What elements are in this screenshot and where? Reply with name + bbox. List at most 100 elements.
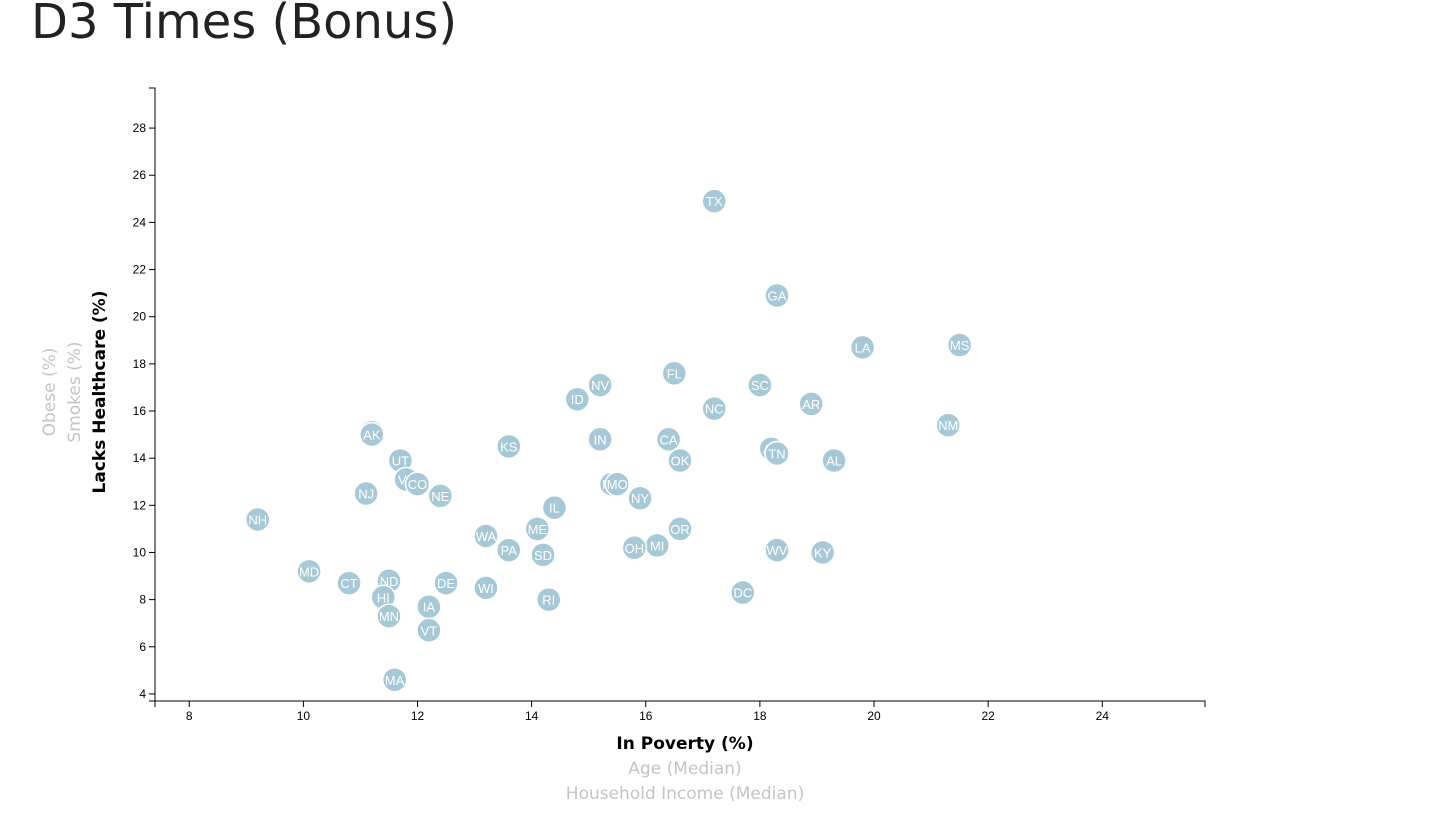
state-circle[interactable] bbox=[244, 506, 271, 533]
state-marker-sd[interactable]: SD bbox=[530, 542, 556, 568]
state-circle[interactable] bbox=[627, 485, 653, 511]
state-marker-ne[interactable]: NE bbox=[427, 483, 454, 509]
state-label: AK bbox=[363, 428, 381, 443]
state-circle[interactable] bbox=[376, 603, 402, 629]
x-axis-title-2[interactable]: Household Income (Median) bbox=[566, 784, 804, 804]
state-label: DE bbox=[437, 576, 455, 591]
state-label: HI bbox=[377, 590, 390, 605]
state-circle[interactable] bbox=[587, 426, 613, 453]
state-marker-ks[interactable]: KS bbox=[496, 433, 522, 460]
state-marker-ms[interactable]: MS bbox=[946, 332, 973, 358]
state-circle[interactable] bbox=[433, 570, 459, 596]
state-circle[interactable] bbox=[730, 579, 756, 606]
state-marker-ri[interactable]: RI bbox=[536, 586, 562, 613]
state-circle[interactable] bbox=[604, 471, 630, 497]
state-circle[interactable] bbox=[849, 334, 876, 361]
state-circle[interactable] bbox=[764, 440, 790, 467]
state-marker-pa[interactable]: PA bbox=[496, 537, 522, 563]
y-axis-title-1[interactable]: Smokes (%) bbox=[65, 341, 85, 442]
state-marker-mn[interactable]: MN bbox=[376, 603, 402, 629]
state-marker-ga[interactable]: GA bbox=[764, 282, 790, 309]
state-marker-al[interactable]: AL bbox=[821, 447, 847, 474]
y-axis-title-2[interactable]: Obese (%) bbox=[40, 348, 60, 437]
state-circle[interactable] bbox=[747, 372, 773, 398]
state-circle[interactable] bbox=[661, 360, 688, 387]
state-circle[interactable] bbox=[416, 617, 442, 644]
state-circle[interactable] bbox=[427, 483, 454, 509]
state-marker-md[interactable]: MD bbox=[296, 558, 322, 585]
state-marker-ct[interactable]: CT bbox=[336, 570, 362, 596]
state-circle[interactable] bbox=[798, 391, 824, 417]
state-circle[interactable] bbox=[473, 575, 499, 601]
state-marker-tn[interactable]: TN bbox=[764, 440, 790, 467]
state-marker-ky[interactable]: KY bbox=[809, 539, 836, 566]
y-axis-title-0[interactable]: Lacks Healthcare (%) bbox=[90, 291, 110, 494]
state-circle[interactable] bbox=[764, 537, 790, 563]
state-marker-ia[interactable]: IA bbox=[416, 593, 442, 620]
x-tick: 8 bbox=[186, 701, 193, 723]
state-marker-co[interactable]: CO bbox=[404, 471, 431, 497]
state-circle[interactable] bbox=[404, 471, 431, 497]
state-marker-ut[interactable]: UT bbox=[387, 447, 414, 474]
state-marker-nj[interactable]: NJ bbox=[353, 480, 379, 507]
state-marker-in[interactable]: IN bbox=[587, 426, 613, 453]
state-marker-id[interactable]: ID bbox=[564, 386, 591, 412]
state-marker-nc[interactable]: NC bbox=[701, 395, 727, 422]
state-circle[interactable] bbox=[336, 570, 362, 596]
state-circle[interactable] bbox=[381, 667, 408, 693]
state-marker-ca[interactable]: CA bbox=[655, 426, 682, 453]
state-circle[interactable] bbox=[524, 516, 551, 542]
state-marker-or[interactable]: OR bbox=[667, 516, 693, 542]
state-marker-nh[interactable]: NH bbox=[244, 506, 271, 533]
state-circle[interactable] bbox=[701, 188, 727, 214]
state-marker-ny[interactable]: NY bbox=[627, 485, 653, 511]
state-marker-la[interactable]: LA bbox=[849, 334, 876, 361]
state-marker-ma[interactable]: MA bbox=[381, 667, 408, 693]
state-circle[interactable] bbox=[667, 516, 693, 542]
state-marker-ar[interactable]: AR bbox=[798, 391, 824, 417]
state-marker-de[interactable]: DE bbox=[433, 570, 459, 596]
state-label: MI bbox=[650, 538, 664, 553]
state-marker-wv[interactable]: WV bbox=[764, 537, 790, 563]
state-circle[interactable] bbox=[296, 558, 322, 585]
x-axis-title-1[interactable]: Age (Median) bbox=[628, 759, 741, 779]
state-circle[interactable] bbox=[496, 537, 522, 563]
state-marker-ak[interactable]: AK bbox=[359, 421, 385, 448]
state-circle[interactable] bbox=[564, 386, 591, 412]
state-marker-tx[interactable]: TX bbox=[701, 188, 727, 214]
state-circle[interactable] bbox=[946, 332, 973, 358]
state-circle[interactable] bbox=[621, 535, 648, 561]
state-circle[interactable] bbox=[821, 447, 847, 474]
state-marker-il[interactable]: IL bbox=[541, 494, 568, 521]
y-tick-label: 10 bbox=[133, 545, 147, 559]
state-marker-mo[interactable]: MO bbox=[604, 471, 630, 497]
state-circle[interactable] bbox=[655, 426, 682, 453]
state-marker-oh[interactable]: OH bbox=[621, 535, 648, 561]
state-marker-dc[interactable]: DC bbox=[730, 579, 756, 606]
state-circle[interactable] bbox=[701, 395, 727, 422]
state-circle[interactable] bbox=[536, 586, 562, 613]
state-circle[interactable] bbox=[935, 412, 961, 438]
state-circle[interactable] bbox=[587, 372, 613, 398]
state-marker-fl[interactable]: FL bbox=[661, 360, 688, 387]
state-circle[interactable] bbox=[764, 282, 790, 309]
state-marker-nv[interactable]: NV bbox=[587, 372, 613, 398]
state-circle[interactable] bbox=[809, 539, 836, 566]
state-marker-mi[interactable]: MI bbox=[644, 532, 670, 559]
state-circle[interactable] bbox=[496, 433, 522, 460]
state-circle[interactable] bbox=[473, 523, 499, 549]
state-circle[interactable] bbox=[359, 421, 385, 448]
x-axis-title-0[interactable]: In Poverty (%) bbox=[616, 734, 753, 754]
state-label: TX bbox=[706, 194, 723, 209]
state-marker-nm[interactable]: NM bbox=[935, 412, 961, 438]
state-marker-wa[interactable]: WA bbox=[473, 523, 499, 549]
state-circle[interactable] bbox=[353, 480, 379, 507]
state-marker-wi[interactable]: WI bbox=[473, 575, 499, 601]
state-marker-me[interactable]: ME bbox=[524, 516, 551, 542]
state-marker-ok[interactable]: OK bbox=[667, 447, 693, 474]
state-marker-sc[interactable]: SC bbox=[747, 372, 773, 398]
state-circle[interactable] bbox=[667, 447, 693, 474]
state-circle[interactable] bbox=[530, 542, 556, 568]
state-circle[interactable] bbox=[541, 494, 568, 521]
state-marker-vt[interactable]: VT bbox=[416, 617, 442, 644]
